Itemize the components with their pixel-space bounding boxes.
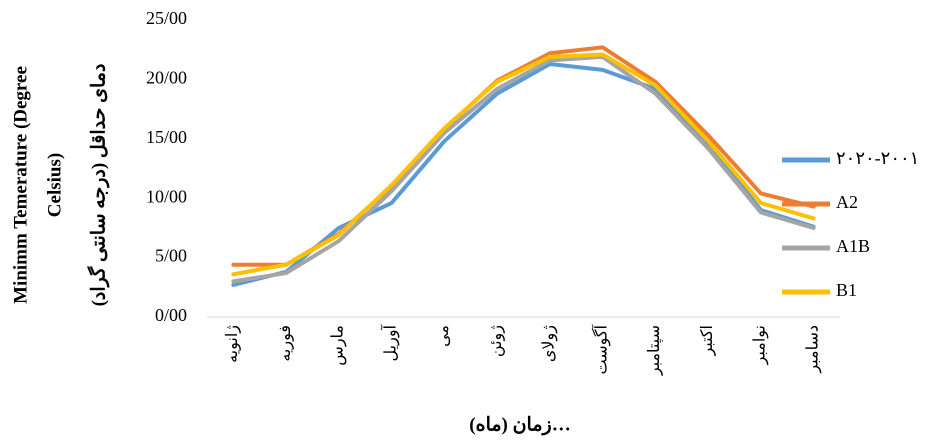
x-tick-label: آوریل (379, 323, 399, 361)
x-tick-label: نوامبر (752, 325, 769, 365)
x-tick-label: دسامبر (804, 325, 821, 374)
legend-label: B1 (836, 280, 857, 300)
x-tick-label: سپتامبر (646, 325, 663, 376)
y-tick-label: 0/00 (155, 305, 187, 325)
x-tick-label: می (435, 325, 452, 347)
x-tick-label: ژولای (541, 325, 558, 362)
y-axis-title: Celsius) (44, 153, 65, 217)
y-tick-label: 15/00 (146, 127, 187, 147)
legend-label: A1B (836, 236, 870, 256)
legend-label: A2 (836, 192, 858, 212)
x-axis-title: زمان (ماه)… (469, 414, 570, 435)
line (231, 61, 816, 287)
x-tick-label: اکتبر (699, 325, 716, 357)
y-axis-title: Minimm Temerature (Degree (10, 66, 31, 304)
y-tick-label: 10/00 (146, 186, 187, 206)
y-tick-label: 20/00 (146, 68, 187, 88)
x-tick-label: مارس (330, 325, 347, 366)
y-axis-title: دمای حداقل (درجه سانتی گراد) (86, 64, 109, 307)
x-tick-label: آگوست (590, 323, 610, 374)
x-tick-label: فوریه (277, 325, 294, 362)
line (231, 52, 816, 277)
line (231, 54, 816, 284)
legend-label: ۲۰۲۰-۲۰۰۱ (836, 148, 919, 168)
y-tick-label: 5/00 (155, 246, 187, 266)
x-tick-label: ژانویه (224, 325, 241, 363)
x-tick-label: ژوئن (488, 325, 505, 357)
y-tick-label: 25/00 (146, 8, 187, 28)
